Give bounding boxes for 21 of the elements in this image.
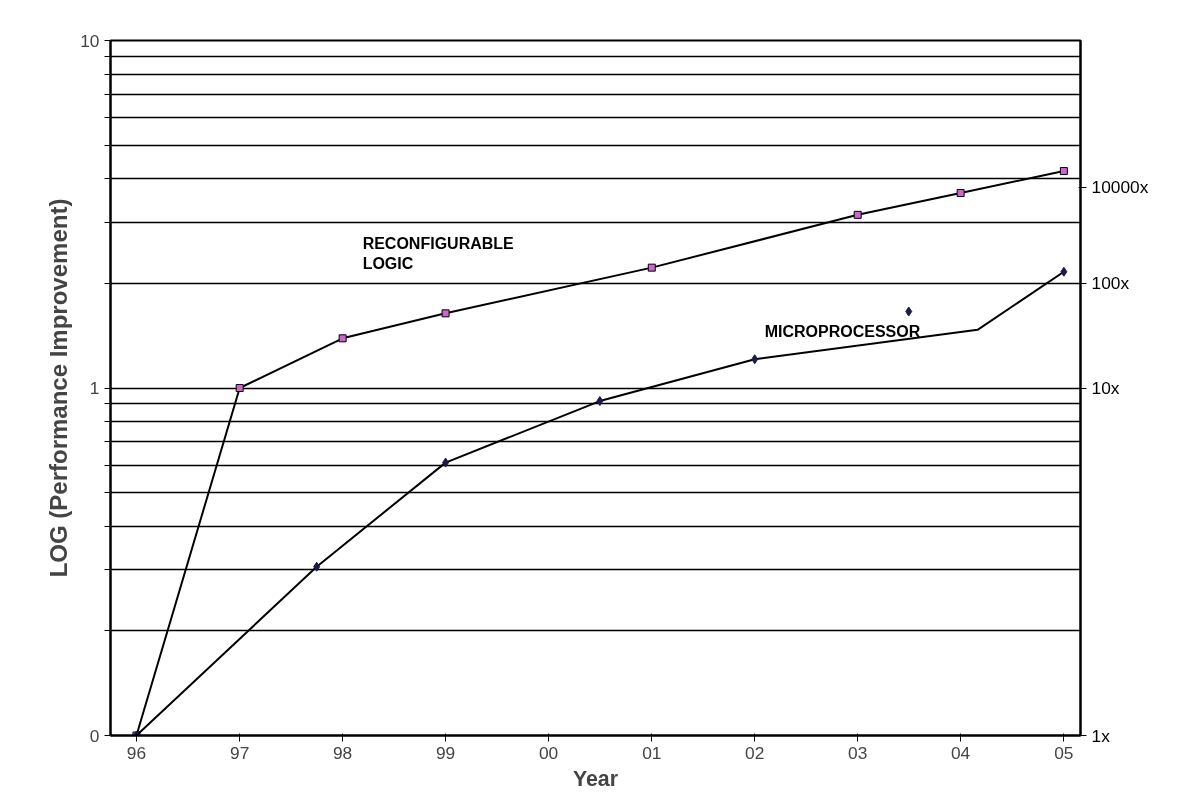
x-tick-label: 05	[1054, 742, 1074, 763]
y-tick-label: 0	[89, 725, 100, 746]
x-tick-label: 02	[745, 742, 765, 763]
x-tick-label: 99	[435, 742, 456, 763]
text: 10x	[1091, 378, 1120, 398]
y-tick-label: 1	[89, 378, 100, 398]
series-label: RECONFIGURABLE LOGIC	[362, 234, 515, 272]
x-tick-label: 03	[848, 742, 868, 763]
y-tick-label: 10	[80, 30, 100, 51]
x-tick-label: 04	[950, 742, 971, 763]
x-tick-label: 96	[126, 742, 147, 763]
x-tick-label: 00	[538, 742, 559, 763]
text: 10000x	[1091, 177, 1149, 198]
x-tick-label: 01	[642, 742, 662, 763]
x-axis-title: Year	[572, 766, 619, 791]
x-tick-label: 97	[230, 742, 250, 763]
text: 1x	[1091, 725, 1111, 746]
series-label: MICROPROCESSOR	[764, 322, 921, 340]
y-axis-title: LOG (Performance Improvement)	[45, 198, 73, 578]
x-tick-label: 98	[333, 742, 353, 763]
text: 100x	[1091, 273, 1130, 294]
